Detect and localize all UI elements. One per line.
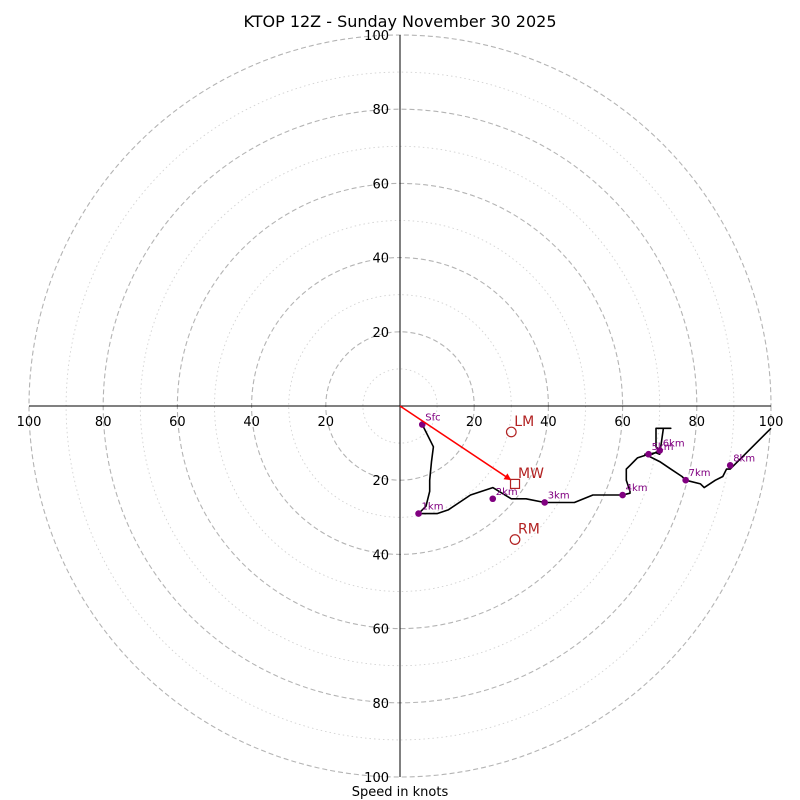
height-marker-label: 7km xyxy=(689,468,711,479)
y-tick-label: 80 xyxy=(372,103,389,118)
height-marker-label: 5km xyxy=(652,442,674,453)
y-tick-label: 20 xyxy=(372,474,389,489)
x-tick-label: 100 xyxy=(759,415,784,430)
y-tick-label: 20 xyxy=(372,326,389,341)
storm-motion-marker-mw xyxy=(509,478,521,490)
x-tick-label: 40 xyxy=(540,415,557,430)
height-marker-label: 6km xyxy=(663,439,685,450)
y-tick-label: 100 xyxy=(364,771,389,786)
y-tick-label: 40 xyxy=(372,548,389,563)
x-tick-label: 80 xyxy=(95,415,112,430)
y-tick-label: 100 xyxy=(364,29,389,44)
height-marker-label: 3km xyxy=(548,490,570,501)
height-marker-point xyxy=(541,499,548,506)
height-marker-label: Sfc xyxy=(425,413,440,424)
height-marker-label: 1km xyxy=(422,502,444,513)
wind-trace xyxy=(417,424,772,515)
storm-motion-marker-lm xyxy=(505,426,517,438)
storm-motion-label-mw: MW xyxy=(518,466,544,482)
wind-trace-line xyxy=(417,424,772,515)
height-marker-point xyxy=(645,450,652,458)
storm-motion: LM MW RM xyxy=(399,405,544,545)
x-tick-label: 40 xyxy=(243,415,260,430)
x-tick-label: 60 xyxy=(169,415,186,430)
y-tick-label: 80 xyxy=(372,697,389,712)
height-marker-point xyxy=(656,447,663,454)
x-tick-label: 100 xyxy=(17,415,42,430)
height-marker-point xyxy=(415,510,422,517)
height-marker-point xyxy=(726,462,734,469)
y-tick-label: 60 xyxy=(372,177,389,192)
height-marker-label: 4km xyxy=(626,483,648,494)
y-tick-label: 60 xyxy=(372,623,389,638)
height-marker-point xyxy=(489,495,497,503)
height-marker-point xyxy=(619,491,626,499)
height-marker-label: 2km xyxy=(496,487,518,498)
storm-motion-marker-rm xyxy=(509,534,521,545)
chart-title: KTOP 12Z - Sunday November 30 2025 xyxy=(243,12,556,31)
tick-labels: 100 80 60 40 20 20 40 60 80 100 20 40 60 80 100 20 40 60 8… xyxy=(17,29,784,786)
y-tick-label: 40 xyxy=(372,252,389,267)
x-tick-label: 60 xyxy=(614,415,631,430)
x-tick-label: 80 xyxy=(689,415,706,430)
x-tick-label: 20 xyxy=(466,415,483,430)
storm-motion-label-lm: LM xyxy=(514,414,534,430)
x-axis-label: Speed in knots xyxy=(352,785,449,800)
storm-motion-arrowhead xyxy=(503,473,512,481)
x-tick-label: 20 xyxy=(318,415,335,430)
height-marker-label: 8km xyxy=(733,453,755,464)
storm-motion-label-rm: RM xyxy=(518,522,540,538)
height-marker-point xyxy=(682,476,689,484)
storm-motion-arrow xyxy=(399,405,512,481)
